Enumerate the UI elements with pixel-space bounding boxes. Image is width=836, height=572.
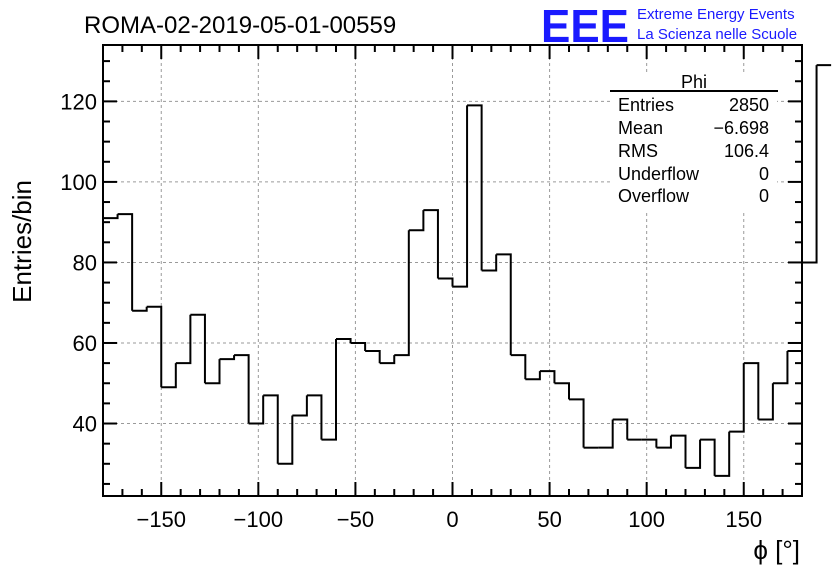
histogram-bin-26 [481,254,498,272]
stats-value-mean: −6.698 [713,118,769,138]
histogram-bin-1 [117,213,134,311]
x-tick-label-1: −100 [234,507,284,532]
histogram-bin-46 [772,351,789,385]
y-tick-label-0: 40 [73,412,97,437]
axis-ticks [102,45,803,496]
tick-labels: −150 −100 −50 0 50 100 150 40 60 80 100 120 [60,89,762,532]
x-tick-label-3: 0 [446,507,458,532]
histogram-bin-30 [539,370,556,384]
histogram-bin-7 [204,359,221,385]
stats-box-background [612,72,777,212]
x-axis-label: ϕ [°] [753,535,800,565]
histogram-bin-34 [598,419,614,449]
y-tick-label-4: 120 [60,89,97,114]
histogram-bin-17 [350,341,367,352]
stats-label-overflow: Overflow [618,186,690,206]
y-axis-label: Entries/bin [7,180,37,303]
histogram-bin-10 [248,395,265,425]
y-tick-label-1: 60 [73,331,97,356]
histogram-bin-16 [336,337,352,343]
histogram-bin-5 [175,314,192,365]
histogram-bin-8 [219,355,236,361]
histogram-bin-43 [729,363,745,433]
histogram-bin-27 [496,253,512,356]
histogram-bin-0 [103,214,119,220]
histogram-bin-24 [452,105,469,288]
stats-label-underflow: Underflow [618,164,700,184]
histogram-bin-13 [292,395,308,417]
stats-value-overflow: 0 [759,186,769,206]
stats-label-mean: Mean [618,118,663,138]
stats-label-entries: Entries [618,95,674,115]
histogram-bin-29 [525,371,541,381]
histogram-bin-9 [234,354,250,424]
histogram-bin-23 [437,277,454,287]
histogram-bin-32 [569,398,585,448]
logo-line-1: Extreme Energy Events [637,6,795,23]
histogram-bin-39 [670,434,687,468]
histogram-bin-28 [510,354,527,380]
histogram-bin-12 [277,415,294,465]
logo-line-2: La Scienza nelle Scuole [637,26,797,43]
histogram-bin-44 [743,362,760,420]
histogram-bin-37 [641,438,658,448]
x-tick-label-4: 50 [537,507,561,532]
histogram-bin-25 [467,104,483,271]
stats-label-rms: RMS [618,141,658,161]
histogram-bin-21 [408,210,425,232]
x-tick-label-2: −50 [337,507,374,532]
y-tick-label-3: 100 [60,170,97,195]
x-tick-label-6: 150 [725,507,762,532]
histogram-bin-15 [321,338,337,441]
stats-value-underflow: 0 [759,164,769,184]
histogram-bin-45 [758,383,774,421]
histogram-bin-31 [554,382,570,400]
histogram-series [103,64,832,477]
histogram-bin-38 [656,435,672,449]
histogram-bin-20 [394,230,410,357]
histogram-bin-35 [612,418,629,440]
eee-logo-icon: EEE [541,0,629,52]
histogram-bin-14 [306,394,323,440]
histogram-bin-2 [132,306,148,312]
histogram-bin-19 [379,355,396,365]
chart-title: ROMA-02-2019-05-01-00559 [84,12,396,39]
stats-box: Phi Entries 2850 Mean −6.698 RMS 106.4 U… [610,72,778,212]
stats-box-name: Phi [681,72,707,92]
stats-value-entries: 2850 [729,95,769,115]
stats-value-rms: 106.4 [724,141,769,161]
x-tick-label-0: −150 [136,507,186,532]
histogram-bin-4 [161,363,177,389]
plot-frame [102,44,803,497]
histogram-bin-6 [190,313,206,384]
histogram-bin-18 [365,350,381,364]
histogram-bin-22 [423,209,439,279]
histogram-bin-40 [685,439,702,469]
y-tick-label-2: 80 [73,250,97,275]
x-tick-label-5: 100 [628,507,665,532]
histogram-bin-41 [700,438,716,476]
histogram-bin-3 [146,305,163,388]
histogram-bin-11 [263,394,279,464]
histogram-bin-48 [802,65,818,264]
histogram-bin-42 [714,431,731,477]
